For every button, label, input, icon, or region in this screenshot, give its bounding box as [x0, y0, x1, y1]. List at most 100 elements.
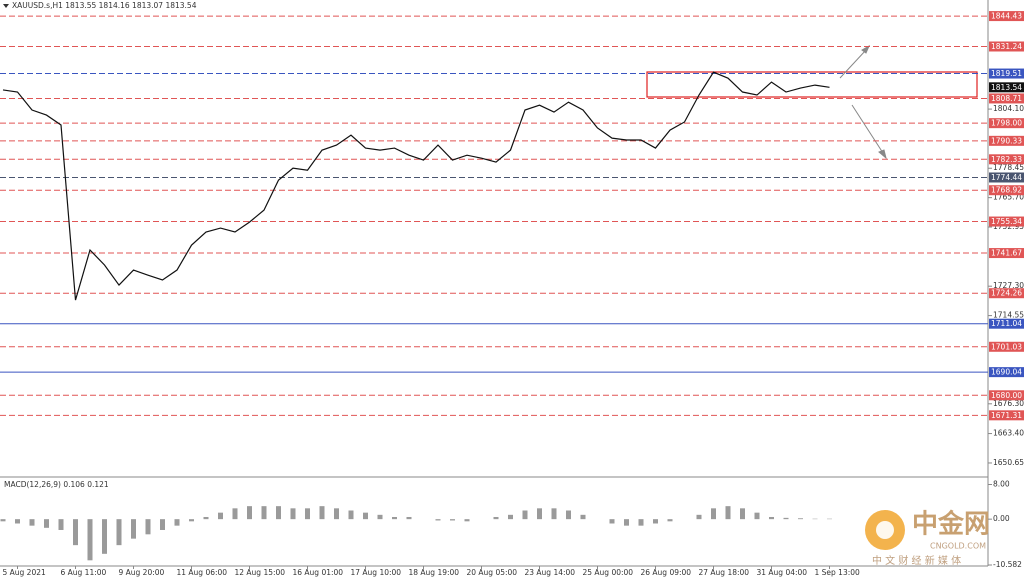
x-tick-label: 26 Aug 09:00 [641, 568, 692, 577]
menu-arrow [3, 4, 9, 8]
watermark: 中金网 CNGOLD.COM 中 文 财 经 新 媒 体 [865, 509, 990, 567]
y-tick-label: -10.582 [993, 560, 1022, 569]
macd-bar [0, 519, 6, 522]
level-label-box [989, 93, 1024, 104]
y-tick-label: 1663.40 [993, 429, 1024, 438]
y-tick-label: 1650.65 [993, 458, 1024, 467]
macd-bar [711, 508, 716, 520]
macd-bar [15, 519, 20, 524]
macd-bar [696, 514, 702, 520]
level-label-text: 1680.00 [991, 391, 1022, 400]
level-label-text: 1690.04 [991, 368, 1022, 377]
x-tick-label: 11 Aug 06:00 [177, 568, 228, 577]
macd-bar [624, 519, 629, 526]
x-tick-label: 5 Aug 2021 [3, 568, 46, 577]
level-label-box [989, 185, 1024, 196]
macd-bar [319, 506, 325, 520]
level-label: 1782.33 [989, 154, 1024, 165]
level-label: 1831.24 [989, 41, 1024, 52]
x-tick-label: 17 Aug 10:00 [351, 568, 402, 577]
watermark-name: 中金网 [912, 509, 990, 540]
macd-bar [247, 506, 252, 520]
macd-bar [261, 506, 267, 520]
macd-bar [348, 510, 354, 520]
macd-bar [783, 517, 789, 520]
y-tick-label: 1727.30 [993, 281, 1024, 290]
macd-bar [435, 519, 441, 521]
level-label: 1741.67 [989, 248, 1024, 259]
level-label: 1790.33 [989, 135, 1024, 146]
level-label-text: 1768.92 [991, 186, 1022, 195]
macd-bar [580, 514, 586, 520]
macd-bar [667, 519, 673, 522]
level-label-text: 1819.51 [991, 69, 1022, 78]
y-tick-label: 1765.70 [993, 193, 1024, 202]
level-label-text: 1844.43 [991, 12, 1022, 21]
level-label-text: 1755.34 [991, 217, 1022, 226]
level-label: 1690.04 [989, 367, 1024, 378]
level-label-text: 1808.71 [991, 94, 1022, 103]
macd-bar [740, 508, 745, 520]
level-label: 1808.71 [989, 93, 1024, 104]
level-label-box [989, 390, 1024, 401]
macd-bar [537, 508, 542, 520]
level-label: 1798.00 [989, 118, 1024, 129]
macd-bar [290, 508, 296, 520]
macd-bar [450, 519, 455, 521]
x-tick-label: 31 Aug 04:00 [757, 568, 808, 577]
macd-bar [798, 518, 803, 520]
level-label-box [989, 410, 1024, 421]
macd-bar [653, 519, 658, 524]
watermark-site: CNGOLD.COM [930, 542, 986, 551]
level-label-box [989, 341, 1024, 352]
level-label-text: 1741.67 [991, 249, 1022, 258]
macd-bar [102, 519, 107, 554]
macd-bar [218, 512, 223, 520]
macd-bar [406, 516, 412, 520]
macd-bar [754, 512, 760, 520]
macd-bar [769, 516, 774, 520]
macd-bar [232, 508, 238, 520]
y-tick-label: 8.00 [993, 479, 1010, 488]
range-box [646, 71, 978, 98]
level-label-text: 1774.44 [991, 173, 1022, 182]
level-label-text: 1798.00 [991, 119, 1022, 128]
level-label-box [989, 68, 1024, 79]
level-label: 1774.44 [989, 172, 1024, 183]
level-label: 1711.04 [989, 318, 1024, 329]
y-tick-label: 1752.95 [993, 222, 1024, 231]
level-label-box [989, 318, 1024, 329]
level-label: 1819.51 [989, 68, 1024, 79]
level-label-text: 1711.04 [991, 319, 1022, 328]
arrows [839, 44, 887, 160]
level-label-box [989, 82, 1024, 93]
macd-bar [725, 506, 731, 520]
level-label: 1813.54 [989, 82, 1024, 93]
level-label: 1844.43 [989, 11, 1024, 22]
macd-bar [377, 514, 383, 520]
macd-bar [203, 516, 209, 520]
macd-bar [638, 519, 644, 526]
macd-bar [131, 519, 136, 539]
x-tick-label: 20 Aug 05:00 [467, 568, 518, 577]
level-label: 1671.31 [989, 410, 1024, 421]
macd-bar [305, 508, 310, 520]
x-tick-label: 18 Aug 19:00 [409, 568, 460, 577]
level-label-box [989, 172, 1024, 183]
macd-bar [609, 519, 615, 524]
y-tick-label: 1804.10 [993, 104, 1024, 113]
macd-bar [464, 519, 470, 522]
macd-bar [160, 519, 165, 530]
level-label-box [989, 11, 1024, 22]
level-label-box [989, 41, 1024, 52]
y-tick-label: 1778.45 [993, 163, 1024, 172]
macd-bar [58, 519, 64, 530]
level-label-text: 1790.33 [991, 136, 1022, 145]
macd-bar [87, 519, 93, 561]
level-label-box [989, 118, 1024, 129]
macd-bar [566, 510, 571, 520]
macd-bar [73, 519, 78, 546]
level-label: 1755.34 [989, 216, 1024, 227]
x-tick-label: 1 Sep 13:00 [815, 568, 861, 577]
